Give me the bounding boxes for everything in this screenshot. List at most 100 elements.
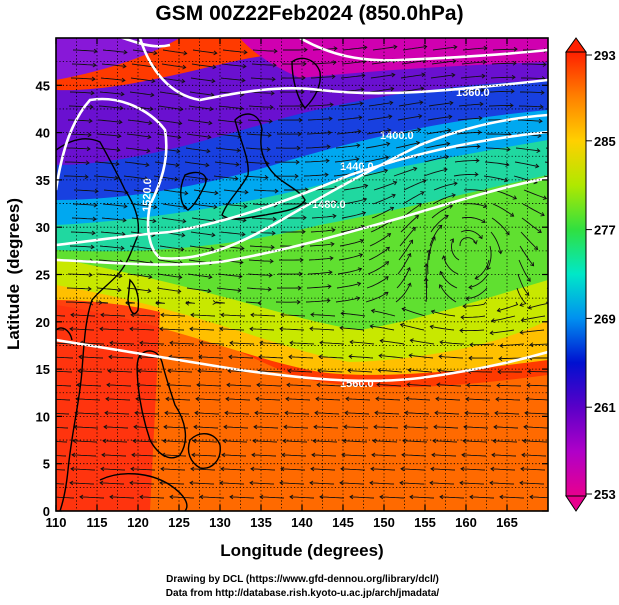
streamline bbox=[229, 342, 255, 345]
streamline bbox=[214, 161, 239, 166]
streamline-arrow bbox=[236, 148, 241, 153]
lat-lon-grid bbox=[56, 38, 548, 511]
streamline-arrow bbox=[244, 189, 249, 195]
streamline-arrow bbox=[122, 63, 127, 69]
streamline-arrow bbox=[400, 466, 405, 472]
streamline bbox=[98, 105, 123, 109]
streamline-arrow bbox=[220, 312, 225, 318]
streamline-arrow bbox=[503, 177, 509, 183]
streamline bbox=[186, 287, 211, 292]
streamline-arrow bbox=[384, 291, 389, 296]
streamline-arrow bbox=[358, 253, 364, 258]
streamline-arrow bbox=[527, 369, 532, 374]
streamline-arrow bbox=[196, 382, 201, 388]
streamline bbox=[350, 341, 375, 345]
streamline bbox=[344, 412, 370, 415]
streamline-arrow bbox=[183, 204, 188, 210]
streamline bbox=[187, 273, 212, 278]
streamline-arrow bbox=[294, 173, 299, 179]
streamline-arrow bbox=[199, 340, 204, 346]
streamline bbox=[193, 189, 218, 194]
streamline-arrow bbox=[341, 452, 346, 458]
streamline-arrow bbox=[319, 494, 324, 500]
streamline-arrow bbox=[223, 424, 228, 430]
streamline bbox=[189, 245, 214, 250]
x-tick-label: 155 bbox=[414, 515, 436, 530]
map-title: GSM 00Z22Feb2024 (850.0hPa) bbox=[155, 2, 464, 25]
streamline bbox=[340, 74, 365, 79]
streamline-arrow bbox=[405, 396, 410, 402]
contour-label: 1560.0 bbox=[340, 378, 374, 390]
streamline-arrow bbox=[249, 326, 254, 332]
streamline-arrow bbox=[148, 120, 153, 126]
streamline bbox=[279, 328, 305, 331]
streamline-arrow bbox=[406, 267, 411, 272]
streamline bbox=[64, 175, 89, 178]
streamline-arrow bbox=[184, 190, 189, 196]
streamline bbox=[213, 175, 238, 180]
streamline-arrow bbox=[117, 133, 122, 139]
streamline-arrow bbox=[495, 396, 500, 402]
streamline bbox=[134, 412, 160, 415]
streamline bbox=[219, 245, 244, 249]
streamline-arrow bbox=[414, 214, 420, 220]
streamline-arrow bbox=[189, 480, 194, 486]
streamline-arrow bbox=[346, 382, 351, 388]
streamline bbox=[100, 231, 125, 235]
streamline-arrow bbox=[499, 494, 504, 500]
streamline bbox=[342, 46, 367, 51]
streamline bbox=[100, 314, 126, 317]
streamline bbox=[497, 384, 522, 387]
streamline-arrow bbox=[329, 255, 334, 261]
streamline-arrow bbox=[85, 160, 90, 166]
streamline bbox=[456, 131, 481, 135]
colorbar-upper-arrow bbox=[565, 37, 587, 53]
streamline-arrow bbox=[191, 452, 196, 458]
streamline bbox=[520, 91, 545, 94]
streamline-arrow bbox=[250, 312, 255, 318]
streamline-arrow bbox=[449, 238, 454, 243]
streamline-arrow bbox=[151, 78, 156, 84]
streamline bbox=[56, 455, 67, 457]
streamline-arrow bbox=[529, 342, 534, 348]
streamline bbox=[139, 496, 165, 499]
streamline-arrow bbox=[490, 466, 495, 472]
streamline-arrow bbox=[206, 148, 211, 154]
streamline bbox=[519, 482, 545, 485]
streamline bbox=[216, 133, 241, 138]
streamline bbox=[286, 384, 312, 387]
streamline bbox=[468, 273, 489, 288]
streamline-arrow bbox=[490, 318, 495, 323]
streamline-arrow bbox=[385, 246, 390, 251]
streamline bbox=[367, 115, 392, 121]
streamline bbox=[130, 77, 155, 82]
streamline bbox=[104, 412, 130, 415]
streamline-arrow bbox=[473, 240, 478, 245]
streamline-arrow bbox=[107, 368, 112, 374]
streamline-arrow bbox=[49, 355, 52, 359]
streamline bbox=[56, 342, 75, 345]
streamline bbox=[220, 231, 245, 235]
streamline-arrow bbox=[130, 466, 135, 472]
streamline bbox=[156, 133, 181, 138]
y-tick-label: 25 bbox=[36, 268, 50, 283]
streamline-arrow bbox=[286, 382, 291, 388]
streamline bbox=[373, 181, 397, 191]
streamline bbox=[526, 384, 548, 387]
streamline bbox=[223, 426, 249, 429]
y-tick-label: 35 bbox=[36, 173, 50, 188]
streamline bbox=[403, 179, 427, 191]
streamline-arrow bbox=[496, 383, 501, 388]
streamline-arrow bbox=[208, 274, 213, 280]
streamline-arrow bbox=[121, 77, 126, 83]
streamline bbox=[56, 496, 75, 499]
streamline-arrow bbox=[271, 230, 276, 236]
streamline bbox=[258, 356, 284, 359]
streamline bbox=[281, 454, 307, 457]
streamline-arrow bbox=[221, 452, 226, 458]
streamline-arrow bbox=[270, 244, 275, 250]
streamline-arrow bbox=[165, 396, 170, 402]
streamline bbox=[128, 259, 153, 264]
y-axis: 0 5 10 15 20 25 30 35 40 45 bbox=[36, 78, 548, 519]
streamline bbox=[192, 203, 217, 208]
